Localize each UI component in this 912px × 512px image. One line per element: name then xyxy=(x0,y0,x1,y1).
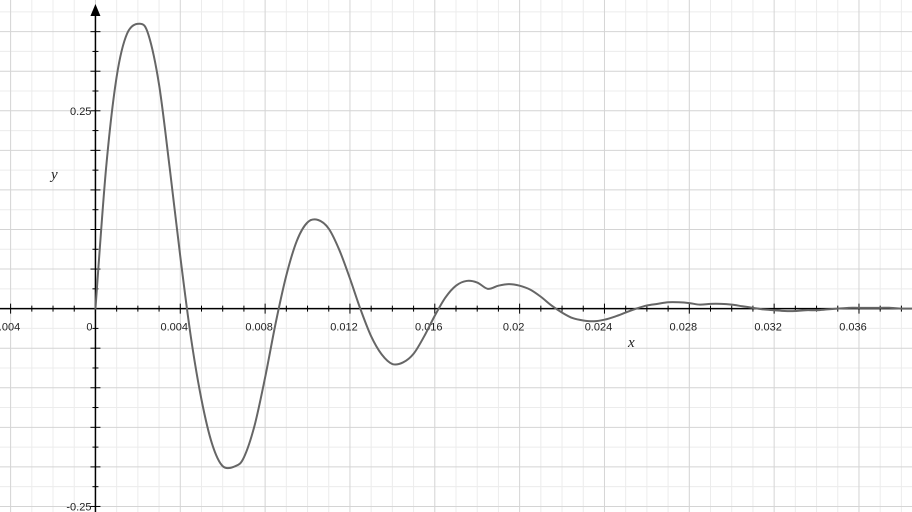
x-tick-label: 0 xyxy=(86,322,92,334)
x-tick-label: 0.008 xyxy=(245,322,273,334)
series-line xyxy=(94,22,912,470)
x-tick-label: 0.028 xyxy=(670,322,698,334)
y-axis-arrow xyxy=(90,4,101,16)
y-axis-label: y xyxy=(49,167,58,183)
y-tick-label: 0.25 xyxy=(70,106,91,118)
x-tick-label: 0.004 xyxy=(161,322,189,334)
x-axis-label: x xyxy=(627,335,635,351)
x-tick-label: 0.032 xyxy=(754,322,782,334)
x-tick-label: -0.004 xyxy=(0,322,20,334)
series-layer xyxy=(94,22,912,470)
x-tick-label: 0.012 xyxy=(330,322,358,334)
x-tick-label: 0.024 xyxy=(585,322,613,334)
tick-marks xyxy=(10,11,902,507)
x-tick-label: 0.036 xyxy=(839,322,867,334)
y-tick-label: -0.25 xyxy=(66,501,91,512)
x-tick-label: 0.02 xyxy=(503,322,524,334)
